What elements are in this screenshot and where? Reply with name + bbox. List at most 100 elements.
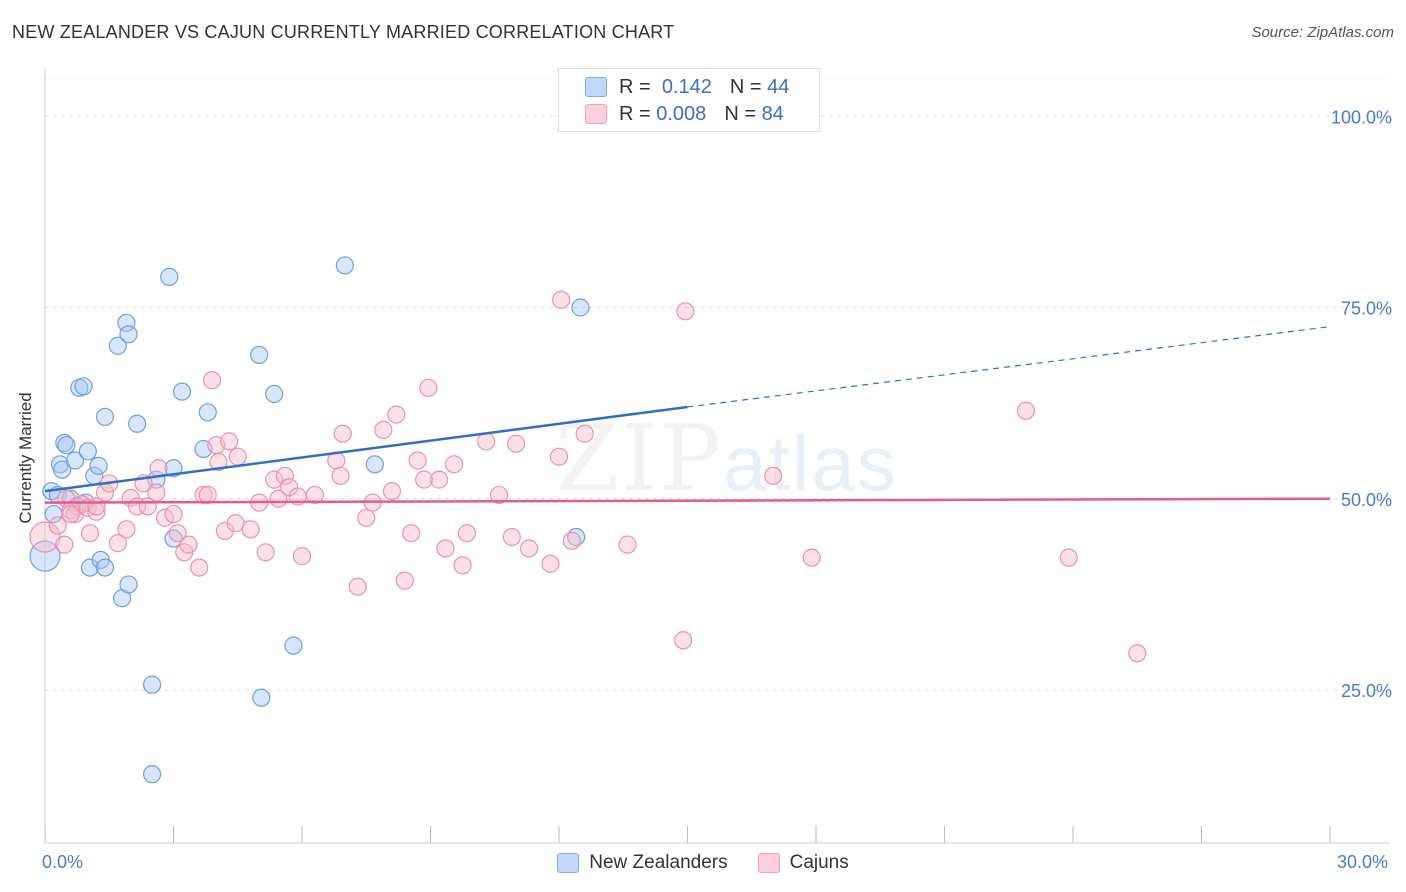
cajun-trend-line (44, 497, 1331, 504)
cajun-point-58 (429, 470, 449, 489)
cajun-point-69 (549, 447, 569, 466)
nz-point-27 (142, 675, 162, 694)
cajun-point-66 (507, 434, 526, 453)
nz-point-26 (127, 414, 147, 433)
legend-item-cajuns[interactable]: Cajuns (757, 852, 849, 874)
nz-point-28 (142, 765, 162, 784)
cajun-point-81 (87, 497, 106, 516)
cajun-point-77 (802, 548, 821, 567)
cajun-point-64 (489, 485, 509, 505)
legend-n-value-nz: 44 (767, 75, 790, 98)
legend-r-value-nz: 0.142 (661, 75, 712, 98)
nz-point-30 (160, 267, 179, 286)
cajun-point-53 (395, 571, 414, 590)
y-tick-label-100: 100.0% (1331, 107, 1392, 127)
cajun-point-28 (202, 371, 222, 390)
cajun-point-57 (419, 378, 438, 397)
cajun-point-59 (436, 539, 455, 558)
cajun-point-60 (444, 455, 464, 474)
cajun-point-62 (457, 524, 477, 543)
cajun-point-74 (674, 631, 693, 650)
gridlines (45, 77, 1390, 691)
cajun-point-20 (155, 508, 175, 527)
cajun-point-44 (305, 485, 324, 505)
cajun-point-51 (382, 482, 402, 501)
cajun-point-76 (764, 466, 783, 485)
nz-point-17 (89, 456, 108, 475)
cajun-point-82 (331, 466, 350, 485)
nz-point-23 (117, 313, 136, 332)
cajun-point-61 (453, 556, 472, 575)
cajun-point-32 (220, 432, 239, 451)
cajun-point-26 (194, 485, 213, 505)
nz-point-12 (74, 377, 93, 396)
cajun-point-50 (374, 420, 393, 439)
nz-point-43 (164, 459, 183, 478)
cajun-point-13 (117, 520, 136, 539)
cajun-point-72 (575, 424, 594, 443)
nz-trend-extension (687, 326, 1331, 408)
cajun-point-73 (618, 535, 637, 554)
cajun-point-25 (190, 558, 209, 577)
nz-point-34 (198, 403, 217, 422)
nz-point-40 (365, 455, 384, 474)
nz-point-6 (55, 433, 74, 453)
cajun-point-19 (149, 459, 168, 478)
data-points (29, 256, 1147, 784)
cajun-point-79 (1059, 548, 1078, 567)
legend-label-new-zealanders: New Zealanders (589, 852, 728, 873)
nz-point-25 (119, 575, 138, 594)
nz-point-38 (284, 636, 303, 655)
cajun-point-12 (108, 534, 127, 553)
cajun-point-24 (179, 535, 198, 554)
nz-point-42 (571, 298, 590, 317)
nz-point-32 (172, 382, 192, 401)
cajun-point-56 (414, 470, 434, 489)
cajun-point-78 (1016, 401, 1035, 420)
legend-r-label: R = (619, 102, 651, 125)
cajun-point-54 (402, 524, 421, 543)
nz-point-0 (29, 540, 61, 572)
legend-item-new-zealanders[interactable]: New Zealanders (557, 852, 728, 874)
cajun-point-75 (676, 302, 695, 321)
cajun-point-18 (147, 483, 166, 502)
cajun-point-67 (519, 539, 539, 558)
legend-row-new-zealanders: R = 0.142 N = 44 (585, 75, 789, 99)
cajun-point-22 (168, 524, 187, 543)
legend-swatch-blue (557, 853, 580, 873)
cajun-point-71 (562, 531, 581, 550)
legend-swatch-pink (585, 104, 607, 124)
nz-point-7 (57, 436, 76, 455)
legend-row-cajuns: R = 0.008 N = 84 (585, 102, 784, 126)
cajun-point-46 (333, 424, 352, 443)
legend-swatch-pink (757, 853, 780, 873)
x-tick-label-max: 30.0% (1337, 852, 1389, 872)
legend-swatch-blue (585, 77, 607, 97)
cajun-point-65 (502, 527, 521, 547)
legend-n-label: N = (724, 102, 756, 125)
legend-n-label: N = (729, 75, 762, 98)
cajun-point-55 (408, 451, 427, 470)
cajun-point-68 (541, 554, 560, 573)
y-tick-label-75: 75.0% (1341, 299, 1392, 319)
cajun-point-21 (164, 504, 183, 524)
cajun-point-70 (552, 290, 571, 309)
legend-r-label: R = (619, 75, 651, 98)
legend-label-cajuns: Cajuns (789, 852, 849, 873)
cajun-point-47 (348, 577, 367, 596)
watermark: ZIPatlas (555, 405, 898, 512)
cajun-point-63 (477, 432, 496, 451)
series-legend: New Zealanders Cajuns (0, 852, 1406, 874)
nz-point-21 (108, 336, 127, 355)
cajun-point-27 (198, 485, 217, 505)
nz-point-5 (53, 460, 72, 479)
nz-point-35 (250, 345, 269, 365)
y-tick-labels: 25.0% 50.0% 75.0% 100.0% (1331, 107, 1392, 701)
nz-point-24 (119, 325, 138, 344)
cajun-point-1 (48, 516, 67, 535)
cajun-point-83 (61, 504, 80, 524)
nz-point-37 (265, 384, 284, 404)
axes (44, 68, 1390, 844)
cajun-point-37 (256, 543, 275, 562)
